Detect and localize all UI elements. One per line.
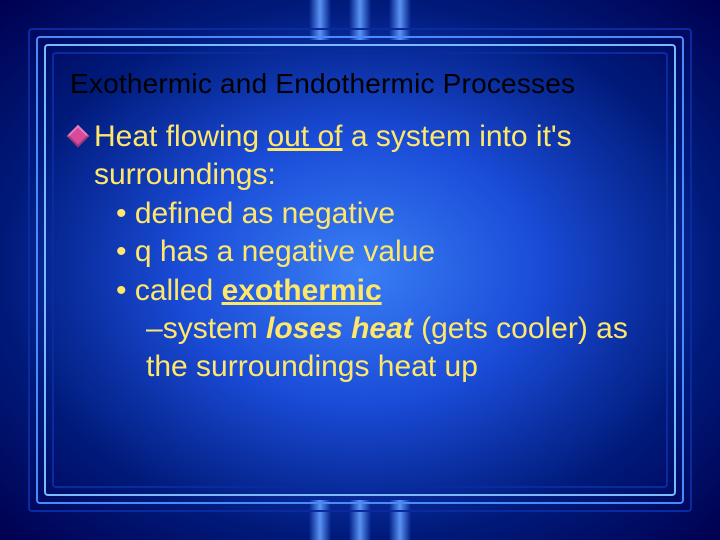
called-term: exothermic	[222, 274, 382, 307]
lead-underlined: out of	[267, 120, 342, 153]
diamond-bullet-icon	[67, 125, 90, 148]
sub-bullet: • called exothermic	[70, 272, 660, 310]
slide: Exothermic and Endothermic Processes Hea…	[0, 0, 720, 540]
sub-bullet-text: defined as negative	[135, 197, 395, 230]
slide-title: Exothermic and Endothermic Processes	[70, 68, 660, 100]
content-area: Exothermic and Endothermic Processes Hea…	[70, 68, 660, 387]
sub-bullet: • q has a negative value	[70, 233, 660, 271]
sub-bullet: • defined as negative	[70, 195, 660, 233]
dash-emphasis: loses heat	[266, 312, 413, 345]
lead-bullet: Heat flowing out of a system into it's s…	[70, 118, 660, 195]
lead-text: Heat flowing out of a system into it's s…	[94, 118, 660, 195]
dash-pre: system	[163, 312, 266, 345]
slide-body: Heat flowing out of a system into it's s…	[70, 118, 660, 387]
lead-pre: Heat flowing	[94, 120, 267, 153]
called-pre: called	[135, 274, 222, 307]
dash-bullet: –system loses heat (gets cooler) as the …	[70, 310, 660, 387]
sub-bullet-text: q has a negative value	[135, 235, 435, 268]
